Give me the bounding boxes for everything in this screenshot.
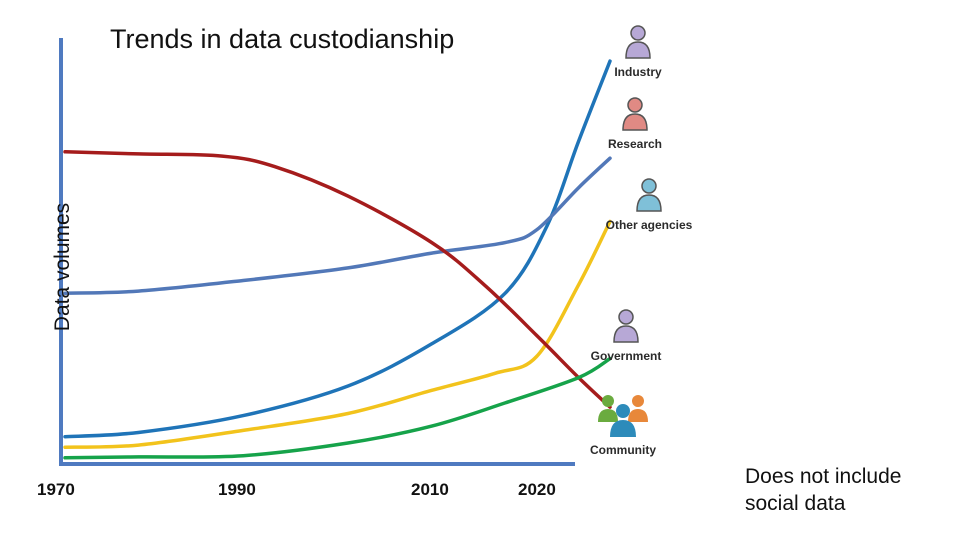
person-icon	[625, 25, 651, 59]
legend-label-government: Government	[590, 349, 662, 363]
x-tick-label-1990: 1990	[218, 480, 256, 499]
series-line-research	[63, 156, 612, 295]
x-tick-label-2020: 2020	[518, 480, 556, 499]
footnote: Does not include social data	[745, 463, 901, 517]
person-icon	[622, 97, 648, 131]
legend-government: Government	[581, 308, 671, 363]
series-line-government	[63, 150, 612, 409]
chart-title: Trends in data custodianship	[110, 24, 455, 54]
series-line-other-agencies	[63, 219, 612, 449]
legend-label-other-agencies: Other agencies	[605, 218, 693, 232]
y-axis-label: Data volumes	[51, 202, 74, 332]
legend-label-community: Community	[590, 443, 656, 457]
x-tick-label-1970: 1970	[37, 480, 75, 499]
footnote-line-1: Does not include	[745, 465, 902, 488]
x-tick-label-2010: 2010	[411, 480, 449, 499]
person-icon	[613, 309, 639, 343]
legend-industry: Industry	[606, 24, 670, 79]
legend-label-industry: Industry	[614, 65, 662, 79]
legend-label-research: Research	[607, 137, 663, 151]
legend-research: Research	[598, 96, 672, 151]
series-line-community	[63, 356, 612, 460]
people-group-icon	[598, 395, 648, 437]
legend-community: Community	[581, 392, 665, 457]
series-line-industry	[63, 59, 612, 439]
footnote-line-2: social data	[745, 492, 846, 515]
person-icon	[636, 178, 662, 212]
legend-other-agencies: Other agencies	[594, 177, 704, 232]
